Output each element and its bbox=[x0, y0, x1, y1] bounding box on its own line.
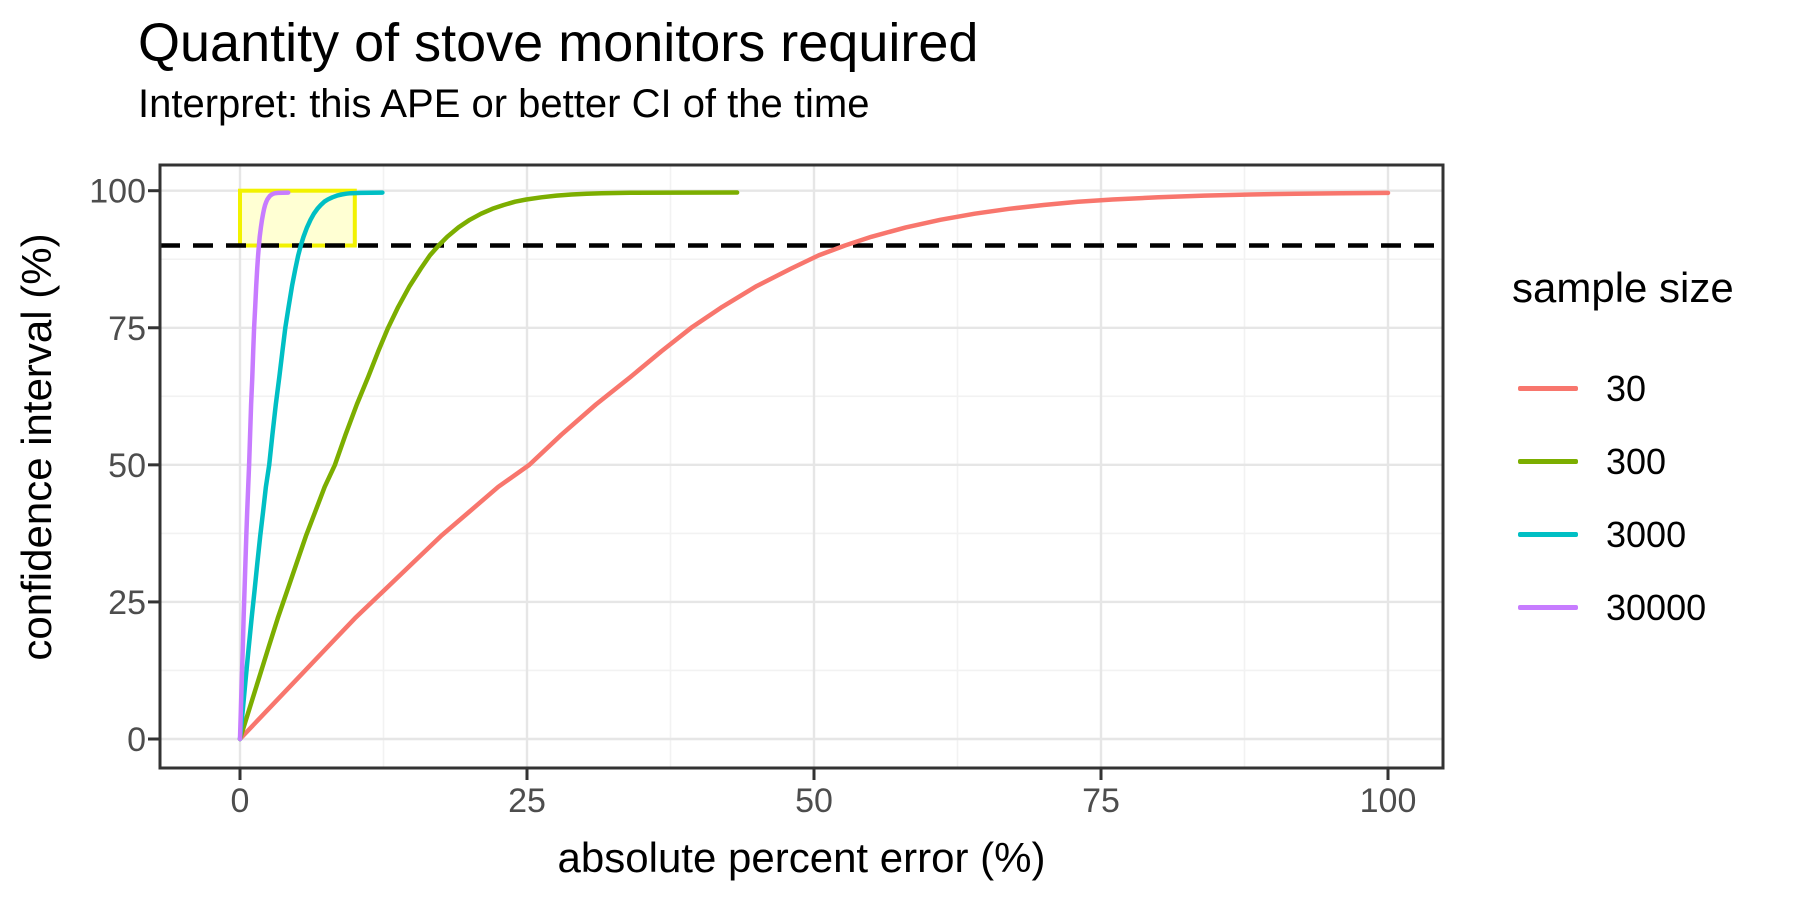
x-tick-label: 25 bbox=[508, 782, 546, 820]
series-line-3000 bbox=[237, 190, 385, 742]
y-tick-label: 75 bbox=[108, 310, 146, 348]
legend-label: 3000 bbox=[1606, 513, 1687, 555]
legend-item-300: 300 bbox=[1512, 425, 1734, 498]
legend: sample size 30 300 3000 30000 bbox=[1512, 262, 1734, 644]
series-line-30 bbox=[237, 190, 1391, 742]
x-axis-title: absolute percent error (%) bbox=[557, 834, 1046, 881]
series-line-300 bbox=[237, 190, 740, 742]
chart-subtitle: Interpret: this APE or better CI of the … bbox=[138, 82, 870, 126]
legend-item-30000: 30000 bbox=[1512, 571, 1734, 644]
y-axis-title: confidence interval (%) bbox=[13, 233, 60, 661]
chart-title: Quantity of stove monitors required bbox=[138, 13, 979, 73]
legend-item-3000: 3000 bbox=[1512, 498, 1734, 571]
y-tick-label: 25 bbox=[108, 584, 146, 622]
legend-swatch-30 bbox=[1518, 386, 1578, 391]
series-line-30000 bbox=[237, 190, 291, 742]
legend-label: 30 bbox=[1606, 367, 1647, 409]
x-tick-label: 50 bbox=[795, 782, 833, 820]
y-tick-label: 50 bbox=[108, 447, 146, 485]
legend-swatch-3000 bbox=[1518, 532, 1578, 537]
legend-title: sample size bbox=[1512, 264, 1734, 311]
legend-label: 300 bbox=[1606, 440, 1667, 482]
x-tick-label: 100 bbox=[1360, 782, 1417, 820]
legend-item-30: 30 bbox=[1512, 352, 1734, 425]
legend-swatch-300 bbox=[1518, 459, 1578, 464]
x-tick-label: 0 bbox=[231, 782, 250, 820]
legend-swatch-30000 bbox=[1518, 605, 1578, 610]
x-tick-label: 75 bbox=[1082, 782, 1120, 820]
target-region-rect bbox=[238, 188, 357, 248]
y-tick-label: 100 bbox=[89, 173, 146, 211]
legend-items: 30 300 3000 30000 bbox=[1512, 352, 1734, 644]
legend-label: 30000 bbox=[1606, 586, 1707, 628]
y-tick-label: 0 bbox=[127, 721, 146, 759]
plot-panel-border bbox=[158, 163, 1445, 770]
